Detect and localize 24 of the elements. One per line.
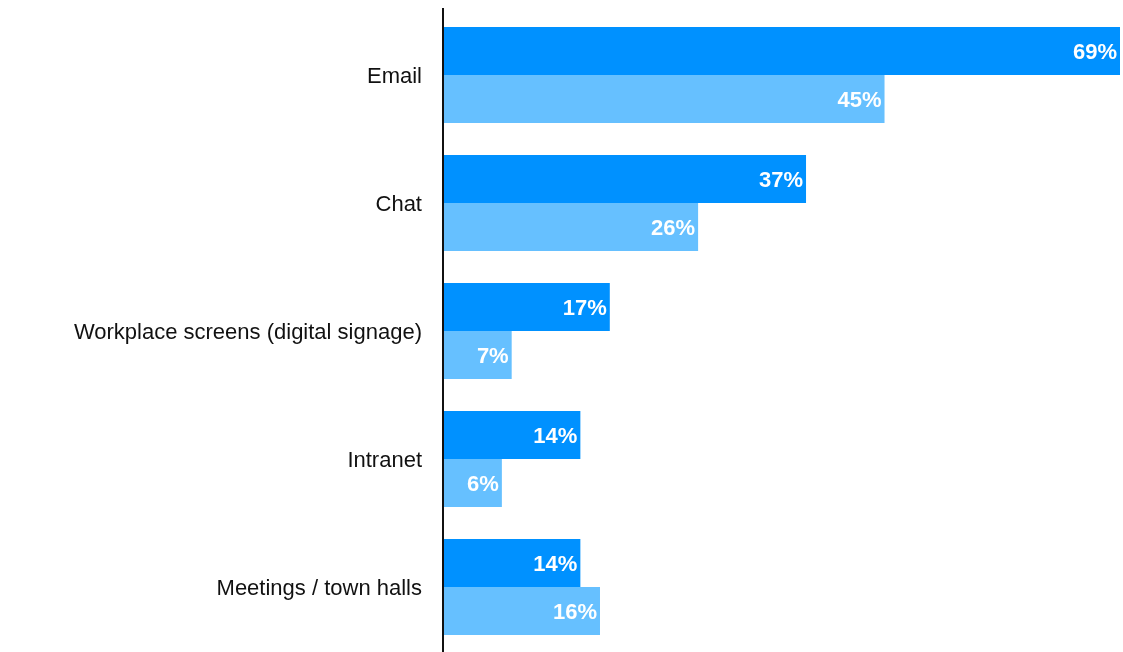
bar [443,411,581,459]
bar [443,155,807,203]
y-tick-label: Email [366,62,422,88]
data-label: 6% [467,470,499,496]
y-tick-label: Workplace screens (digital signage) [73,318,422,344]
bar [443,539,581,587]
bar [443,203,699,251]
data-label: 16% [552,598,597,624]
data-label: 14% [533,550,578,576]
data-label: 17% [562,294,607,320]
y-tick-label: Chat [375,190,422,216]
y-tick-label: Meetings / town halls [216,574,422,600]
data-label: 26% [651,214,696,240]
y-tick-label: Intranet [347,446,422,472]
bar [443,331,512,379]
data-label: 45% [837,86,882,112]
bar [443,75,885,123]
data-label: 69% [1072,38,1117,64]
data-label: 37% [758,166,804,192]
data-label: 7% [476,342,509,368]
bar [443,27,1120,75]
data-label: 14% [533,422,578,448]
bar [443,587,600,635]
bar [443,283,610,331]
